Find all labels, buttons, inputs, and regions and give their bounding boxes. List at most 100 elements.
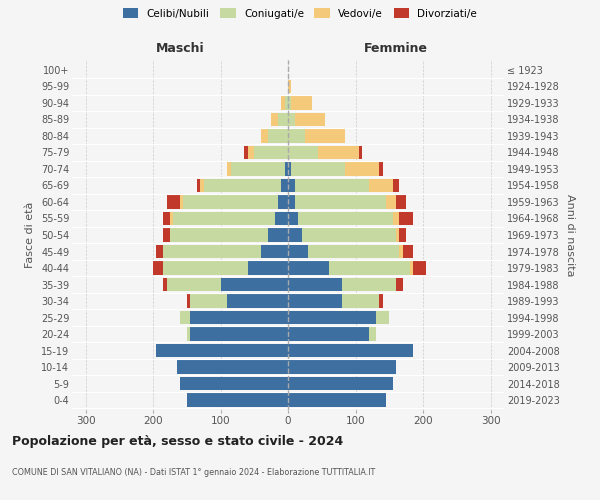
Bar xyxy=(400,244,403,258)
Bar xyxy=(288,112,295,126)
Bar xyxy=(153,261,163,275)
Bar xyxy=(369,178,392,192)
Bar xyxy=(386,195,396,209)
Bar xyxy=(359,146,362,159)
Bar xyxy=(288,96,292,110)
Bar xyxy=(180,195,184,209)
Bar xyxy=(197,178,200,192)
Legend: Celibi/Nubili, Coniugati/e, Vedovi/e, Divorziati/e: Celibi/Nubili, Coniugati/e, Vedovi/e, Di… xyxy=(119,5,481,21)
Bar xyxy=(295,178,369,192)
Bar xyxy=(271,112,278,126)
Bar xyxy=(203,178,281,192)
Bar xyxy=(288,228,302,242)
Y-axis label: Fasce di età: Fasce di età xyxy=(25,202,35,268)
Bar xyxy=(180,377,288,390)
Bar xyxy=(288,328,369,341)
Bar xyxy=(392,178,400,192)
Bar xyxy=(254,146,288,159)
Bar xyxy=(295,112,325,126)
Bar xyxy=(288,80,292,93)
Bar xyxy=(166,195,180,209)
Bar xyxy=(230,162,284,175)
Bar xyxy=(163,278,166,291)
Bar xyxy=(288,344,413,358)
Bar xyxy=(163,212,170,226)
Text: Femmine: Femmine xyxy=(364,42,428,55)
Bar xyxy=(278,195,288,209)
Bar xyxy=(400,212,413,226)
Bar xyxy=(190,328,288,341)
Bar xyxy=(187,294,190,308)
Text: Popolazione per età, sesso e stato civile - 2024: Popolazione per età, sesso e stato civil… xyxy=(12,435,343,448)
Bar xyxy=(369,328,376,341)
Bar xyxy=(163,228,170,242)
Text: COMUNE DI SAN VITALIANO (NA) - Dati ISTAT 1° gennaio 2024 - Elaborazione TUTTITA: COMUNE DI SAN VITALIANO (NA) - Dati ISTA… xyxy=(12,468,375,477)
Bar xyxy=(288,146,319,159)
Bar xyxy=(261,129,268,142)
Bar xyxy=(227,162,230,175)
Bar xyxy=(342,278,396,291)
Bar xyxy=(288,212,298,226)
Bar xyxy=(268,129,288,142)
Bar xyxy=(413,261,427,275)
Bar xyxy=(403,244,413,258)
Bar xyxy=(200,178,203,192)
Bar xyxy=(157,244,163,258)
Bar xyxy=(292,96,311,110)
Bar xyxy=(288,129,305,142)
Bar xyxy=(281,178,288,192)
Bar xyxy=(187,328,190,341)
Bar xyxy=(275,212,288,226)
Bar xyxy=(190,311,288,324)
Bar xyxy=(292,162,346,175)
Bar xyxy=(288,261,329,275)
Bar xyxy=(376,311,389,324)
Bar xyxy=(284,96,288,110)
Bar xyxy=(244,146,248,159)
Bar xyxy=(288,162,292,175)
Bar xyxy=(288,311,376,324)
Bar xyxy=(396,195,406,209)
Bar xyxy=(302,228,396,242)
Bar xyxy=(288,195,295,209)
Bar xyxy=(346,162,379,175)
Bar xyxy=(184,195,278,209)
Bar xyxy=(392,212,400,226)
Bar xyxy=(190,294,227,308)
Bar xyxy=(329,261,409,275)
Bar xyxy=(288,394,386,407)
Bar xyxy=(379,162,383,175)
Bar xyxy=(288,244,308,258)
Bar xyxy=(379,294,383,308)
Bar xyxy=(305,129,346,142)
Text: Maschi: Maschi xyxy=(155,42,205,55)
Bar xyxy=(278,112,288,126)
Bar xyxy=(288,360,396,374)
Y-axis label: Anni di nascita: Anni di nascita xyxy=(565,194,575,276)
Bar xyxy=(396,228,400,242)
Bar xyxy=(170,212,173,226)
Bar xyxy=(281,96,284,110)
Bar xyxy=(163,261,248,275)
Bar xyxy=(288,278,342,291)
Bar xyxy=(396,278,403,291)
Bar xyxy=(170,228,268,242)
Bar xyxy=(284,162,288,175)
Bar xyxy=(167,278,221,291)
Bar xyxy=(319,146,359,159)
Bar xyxy=(342,294,379,308)
Bar xyxy=(261,244,288,258)
Bar xyxy=(248,261,288,275)
Bar xyxy=(173,212,275,226)
Bar xyxy=(227,294,288,308)
Bar xyxy=(400,228,406,242)
Bar xyxy=(295,195,386,209)
Bar xyxy=(308,244,400,258)
Bar xyxy=(288,377,392,390)
Bar xyxy=(248,146,254,159)
Bar xyxy=(180,311,190,324)
Bar xyxy=(409,261,413,275)
Bar xyxy=(288,294,342,308)
Bar xyxy=(187,394,288,407)
Bar xyxy=(221,278,288,291)
